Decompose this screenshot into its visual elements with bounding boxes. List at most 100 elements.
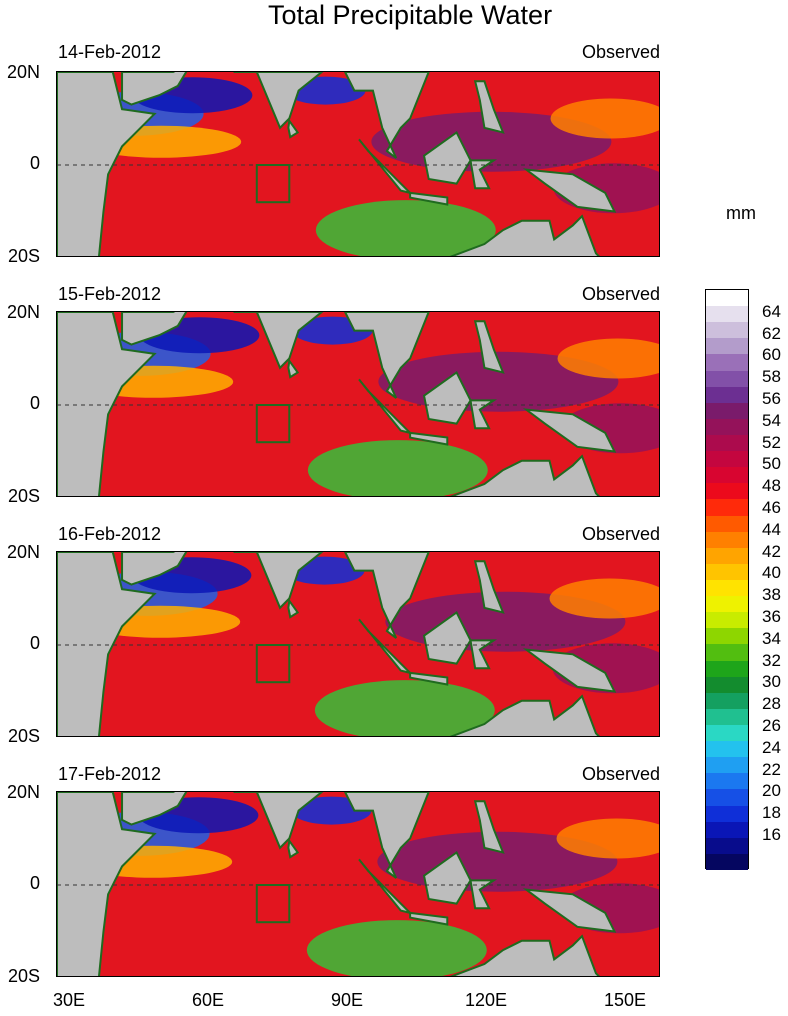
land-mask [522, 408, 617, 453]
land-mask [522, 168, 617, 213]
lat-label: 0 [29, 393, 40, 413]
colorbar-tick-label: 50 [762, 454, 781, 474]
land-mask [57, 792, 157, 976]
colorbar-swatch [706, 306, 748, 323]
lat-label: 20S [7, 486, 40, 506]
land-mask [409, 191, 449, 206]
colorbar-swatch [706, 628, 748, 645]
figure-title: Total Precipitable Water [267, 0, 553, 30]
colorbar-tick-label: 48 [762, 476, 781, 496]
colorbar-tick-label: 38 [762, 585, 781, 605]
tpw-field [550, 98, 659, 139]
panel-date: 17-Feb-2012 [58, 764, 162, 784]
lon-label: 150E [603, 990, 647, 1010]
colorbar-swatch [706, 773, 748, 790]
map-panel [56, 311, 660, 497]
colorbar-swatch [706, 821, 748, 839]
panel-date: 16-Feb-2012 [58, 524, 162, 544]
map-panel [56, 71, 660, 257]
tpw-field [314, 680, 495, 736]
colorbar-tick-label: 40 [762, 563, 781, 583]
colorbar-swatch [706, 789, 748, 807]
land-mask [121, 312, 188, 346]
lat-label: 20S [7, 246, 40, 266]
colorbar-swatch [706, 596, 748, 613]
colorbar-tick-label: 52 [762, 432, 781, 452]
colorbar-tick-label: 22 [762, 759, 781, 779]
colorbar-swatch [706, 853, 748, 871]
land-mask [409, 911, 449, 926]
land-mask [522, 648, 617, 693]
land-mask [343, 72, 430, 159]
colorbar-tick-label: 20 [762, 781, 781, 801]
lon-label: 30E [52, 990, 86, 1010]
land-mask [469, 639, 498, 670]
colorbar-swatch [706, 660, 748, 678]
panel-label: Observed [581, 524, 660, 544]
land-mask [473, 800, 505, 854]
panel-date: 14-Feb-2012 [58, 42, 162, 62]
lat-label: 20N [6, 62, 40, 82]
land-mask [473, 320, 505, 374]
land-mask [57, 552, 157, 736]
colorbar-tick-label: 58 [762, 367, 781, 387]
colorbar-swatch [706, 322, 748, 339]
land-mask [343, 312, 430, 399]
land-mask [287, 118, 300, 139]
panel-label: Observed [581, 42, 660, 62]
lon-label: 60E [191, 990, 225, 1010]
land-mask [57, 72, 157, 256]
colorbar-swatch [706, 692, 748, 710]
tpw-field [556, 818, 659, 859]
colorbar-swatch [706, 563, 748, 581]
colorbar-swatch [706, 725, 748, 742]
colorbar-tick-label: 62 [762, 323, 781, 343]
colorbar-tick-label: 26 [762, 716, 781, 735]
lat-label: 0 [29, 153, 40, 173]
land-mask [449, 934, 601, 976]
land-mask [422, 130, 472, 185]
colorbar-swatch [706, 741, 748, 758]
land-mask [473, 560, 505, 614]
colorbar-swatch [706, 435, 748, 452]
colorbar-swatch [706, 708, 748, 726]
land-mask [233, 312, 324, 370]
lat-label: 20S [7, 726, 40, 746]
colorbar-swatch [706, 402, 748, 420]
panel-label: Observed [581, 764, 660, 784]
colorbar-swatch [706, 451, 748, 468]
land-mask [449, 454, 601, 496]
tpw-field [306, 920, 487, 976]
land-mask [469, 159, 498, 190]
colorbar-tick-label: 34 [762, 628, 781, 648]
panel-date: 15-Feb-2012 [58, 284, 162, 304]
land-mask [449, 214, 601, 256]
colorbar-swatch [706, 483, 748, 500]
colorbar-tick-label: 16 [762, 825, 781, 844]
land-mask [522, 888, 617, 933]
lon-label: 90E [330, 990, 364, 1010]
lat-label: 20N [6, 302, 40, 322]
colorbar-swatch [706, 531, 748, 549]
region-box [255, 164, 291, 204]
land-mask [422, 850, 472, 905]
lon-label: 120E [464, 990, 508, 1010]
land-mask [409, 671, 449, 686]
colorbar-tick-label: 44 [762, 519, 781, 539]
colorbar-tick-label: 18 [762, 803, 781, 823]
unit-label: mm [726, 203, 756, 223]
colorbar-tick-label: 56 [762, 389, 781, 408]
land-mask [233, 552, 324, 610]
land-mask [287, 838, 300, 859]
lat-label: 20N [6, 542, 40, 562]
colorbar-tick-label: 42 [762, 541, 781, 561]
colorbar-tick-label: 30 [762, 672, 781, 692]
land-mask [449, 694, 601, 736]
land-mask [287, 358, 300, 379]
land-mask [121, 72, 188, 106]
colorbar-tick-label: 36 [762, 607, 781, 626]
land-mask [287, 598, 300, 619]
colorbar-tick-label: 32 [762, 650, 781, 670]
land-mask [422, 370, 472, 425]
region-box [255, 644, 291, 684]
